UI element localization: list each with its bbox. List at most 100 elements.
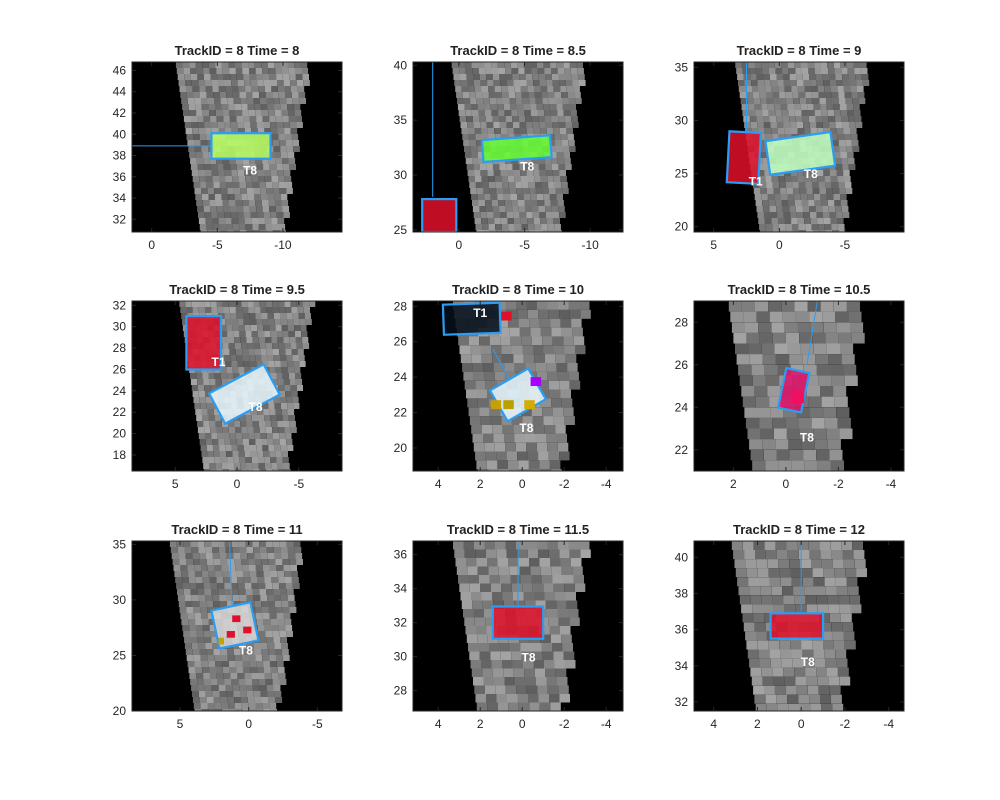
map-cell xyxy=(462,363,473,372)
map-cell xyxy=(238,589,246,595)
map-cell xyxy=(840,200,848,206)
map-cell xyxy=(224,80,232,86)
map-cell xyxy=(199,649,207,655)
track-box-t1 xyxy=(185,314,223,371)
map-cell xyxy=(294,110,302,116)
map-cell xyxy=(558,617,570,626)
map-cell xyxy=(536,442,548,452)
map-cell xyxy=(205,391,212,397)
map-cell xyxy=(531,206,539,212)
map-cell xyxy=(473,371,485,381)
map-cell xyxy=(247,343,254,349)
map-cell xyxy=(241,301,248,307)
x-tick-label: -5 xyxy=(312,717,323,731)
map-cell xyxy=(811,417,825,429)
map-cell xyxy=(765,224,773,230)
map-cell xyxy=(267,691,275,697)
map-cell xyxy=(193,182,201,188)
map-cell xyxy=(287,403,294,409)
map-cell xyxy=(226,691,234,697)
occupancy-patch xyxy=(503,400,514,410)
map-cell xyxy=(254,349,261,355)
map-cell xyxy=(546,433,557,443)
map-cell xyxy=(238,367,245,373)
map-cell xyxy=(836,212,843,218)
map-cell xyxy=(765,86,772,92)
map-cell xyxy=(243,212,251,218)
map-cell xyxy=(290,343,297,349)
track-outline xyxy=(207,362,282,426)
map-cell xyxy=(273,547,281,553)
map-cell xyxy=(264,625,272,631)
map-cell xyxy=(182,104,189,110)
map-cell xyxy=(252,685,260,691)
map-cell xyxy=(487,558,498,567)
map-cell xyxy=(285,134,292,140)
map-cell xyxy=(840,110,848,116)
map-cell xyxy=(463,371,474,381)
map-cell xyxy=(283,463,290,469)
map-cell xyxy=(523,660,534,669)
map-cell xyxy=(275,206,283,212)
map-cell xyxy=(280,104,288,110)
map-cell xyxy=(785,92,793,98)
map-cell xyxy=(280,361,288,367)
map-cell xyxy=(816,595,828,605)
map-cell xyxy=(547,86,554,92)
map-cell xyxy=(844,375,858,386)
map-cell xyxy=(242,355,250,361)
map-cell xyxy=(208,104,215,110)
map-cell xyxy=(475,694,486,703)
map-cell xyxy=(234,337,241,343)
map-cell xyxy=(854,116,862,122)
map-cell xyxy=(191,643,199,649)
map-cell xyxy=(835,116,842,122)
map-cell xyxy=(228,661,236,667)
map-cell xyxy=(556,433,567,443)
map-cell xyxy=(507,128,514,134)
y-tick-label: 34 xyxy=(394,582,408,596)
map-cell xyxy=(270,415,277,421)
map-cell xyxy=(534,224,542,230)
map-cell xyxy=(767,104,775,110)
map-cell xyxy=(552,170,560,176)
map-cell xyxy=(465,626,476,635)
map-cell xyxy=(463,609,474,618)
map-cell xyxy=(191,80,199,86)
map-cell xyxy=(262,565,270,571)
map-cell xyxy=(491,200,499,206)
map-cell xyxy=(226,451,233,457)
map-cell xyxy=(834,568,846,578)
map-cell xyxy=(275,451,282,457)
map-cell xyxy=(499,74,506,80)
map-cell xyxy=(532,122,540,128)
map-cell xyxy=(791,128,798,134)
map-cell xyxy=(816,212,823,218)
map-cell xyxy=(801,439,815,450)
map-cell xyxy=(280,319,288,325)
map-cell xyxy=(257,170,264,176)
map-cell xyxy=(783,667,795,677)
map-cell xyxy=(244,583,252,589)
map-cell xyxy=(278,176,285,182)
map-cell xyxy=(806,188,813,194)
map-cell xyxy=(471,194,478,200)
map-cell xyxy=(573,86,580,92)
map-cell xyxy=(266,589,274,595)
map-cell xyxy=(232,325,239,331)
map-cell xyxy=(475,380,486,390)
map-cell xyxy=(232,595,240,601)
map-cell xyxy=(554,134,561,140)
map-cell xyxy=(240,188,247,194)
map-cell xyxy=(771,658,782,668)
map-cell xyxy=(800,194,808,200)
map-cell xyxy=(742,396,756,408)
map-cell xyxy=(286,98,293,104)
map-cell xyxy=(787,104,794,110)
map-cell xyxy=(815,116,822,122)
map-cell xyxy=(830,218,837,224)
map-cell xyxy=(501,345,512,355)
map-cell xyxy=(772,182,780,188)
map-cell xyxy=(755,62,762,68)
map-cell xyxy=(543,62,551,68)
